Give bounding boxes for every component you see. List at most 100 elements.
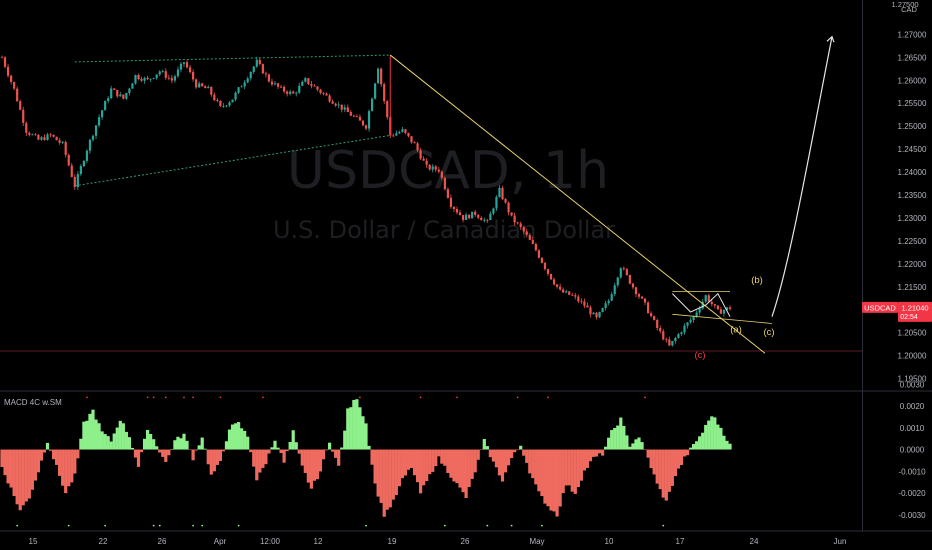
candle-body — [122, 94, 125, 99]
macd-tick-label: 0.0010 — [900, 424, 925, 433]
candle-body — [40, 137, 43, 140]
candle-body — [319, 89, 322, 93]
macd-bar — [613, 427, 617, 450]
macd-signal-dot — [67, 524, 70, 527]
candle-body — [528, 234, 531, 240]
candle-body — [407, 132, 410, 137]
candle-body — [125, 92, 128, 99]
candle-body — [519, 223, 522, 228]
macd-bar — [255, 449, 259, 481]
candle-body — [474, 211, 477, 215]
macd-bar — [704, 424, 708, 450]
candle-body — [716, 305, 719, 310]
candle-body — [468, 214, 471, 219]
macd-bar — [273, 440, 277, 450]
candle-body — [352, 115, 355, 117]
candle-body — [6, 66, 10, 76]
macd-bar — [176, 436, 180, 450]
candle-body — [586, 305, 589, 308]
macd-bar — [415, 449, 420, 483]
candle-body — [298, 85, 301, 93]
macd-bar — [431, 449, 435, 472]
macd-bar — [21, 449, 25, 506]
macd-bar — [167, 449, 171, 456]
macd-bar — [579, 449, 583, 481]
candle-body — [601, 308, 604, 312]
macd-bar — [340, 447, 344, 450]
macd-bar — [482, 439, 486, 450]
macd-bar — [124, 431, 128, 450]
macd-bar — [97, 423, 101, 450]
candle-body — [431, 166, 434, 170]
candle-body — [137, 75, 140, 80]
macd-bar — [522, 449, 526, 456]
candle-body — [386, 101, 389, 118]
macd-bar — [258, 449, 262, 473]
macd-bar — [707, 420, 711, 450]
candle-body — [486, 219, 489, 221]
candle-body — [131, 83, 134, 89]
projected-waves — [672, 292, 731, 317]
candle-body — [728, 307, 732, 310]
macd-bar — [121, 423, 125, 450]
candle-body — [434, 166, 437, 170]
candle-body — [465, 214, 468, 220]
candle-body — [3, 57, 7, 67]
macd-bar — [373, 449, 377, 484]
candle-body — [613, 285, 616, 295]
candle-body — [395, 133, 398, 136]
macd-bar — [306, 449, 310, 483]
candle-body — [498, 187, 501, 198]
candle-body — [49, 134, 52, 136]
macd-bar — [0, 449, 4, 467]
candle-body — [380, 68, 383, 85]
candle-body — [198, 83, 201, 88]
macd-bar — [464, 449, 468, 499]
macd-bar — [170, 449, 174, 450]
candle-body — [13, 81, 16, 89]
macd-bar — [252, 449, 256, 467]
candle-body — [249, 71, 252, 79]
candle-body — [207, 86, 210, 89]
macd-bar — [695, 441, 699, 450]
macd-bar — [115, 427, 119, 450]
macd-bar — [188, 449, 192, 451]
candle-body — [46, 134, 49, 140]
candle-body — [216, 100, 219, 101]
candle-body — [267, 74, 271, 82]
candle-body — [307, 78, 310, 84]
macd-bar — [564, 449, 568, 486]
candle-body — [304, 78, 307, 82]
macd-bar — [701, 432, 705, 450]
candle-body — [164, 71, 167, 78]
macd-title: MACD 4C w.SM — [4, 398, 62, 407]
candle-body — [58, 140, 61, 143]
current-price-tag — [898, 301, 932, 322]
candle-body — [504, 199, 507, 203]
macd-bar — [385, 449, 389, 510]
candle-body — [589, 307, 592, 315]
macd-signal-dot — [146, 396, 149, 399]
macd-bar — [15, 449, 19, 505]
macd-bar — [315, 449, 320, 480]
macd-bar — [312, 449, 317, 481]
time-tick-label: 24 — [750, 537, 759, 546]
macd-signal-dot — [192, 396, 195, 399]
macd-bar — [85, 420, 89, 450]
macd-bar — [679, 449, 684, 466]
macd-bar — [146, 429, 150, 450]
candle-body — [143, 77, 146, 81]
candle-body — [692, 316, 695, 321]
candle-body — [364, 125, 368, 129]
candle-body — [665, 339, 668, 341]
candle-body — [355, 116, 358, 118]
macd-bar — [622, 426, 626, 450]
candle-body — [276, 83, 280, 87]
macd-bar — [428, 449, 432, 475]
candle-body — [310, 83, 313, 86]
candle-body — [689, 320, 692, 323]
macd-bar — [449, 449, 453, 478]
candle-body — [571, 294, 574, 296]
candle-body — [61, 142, 64, 143]
candle-body — [0, 57, 4, 59]
